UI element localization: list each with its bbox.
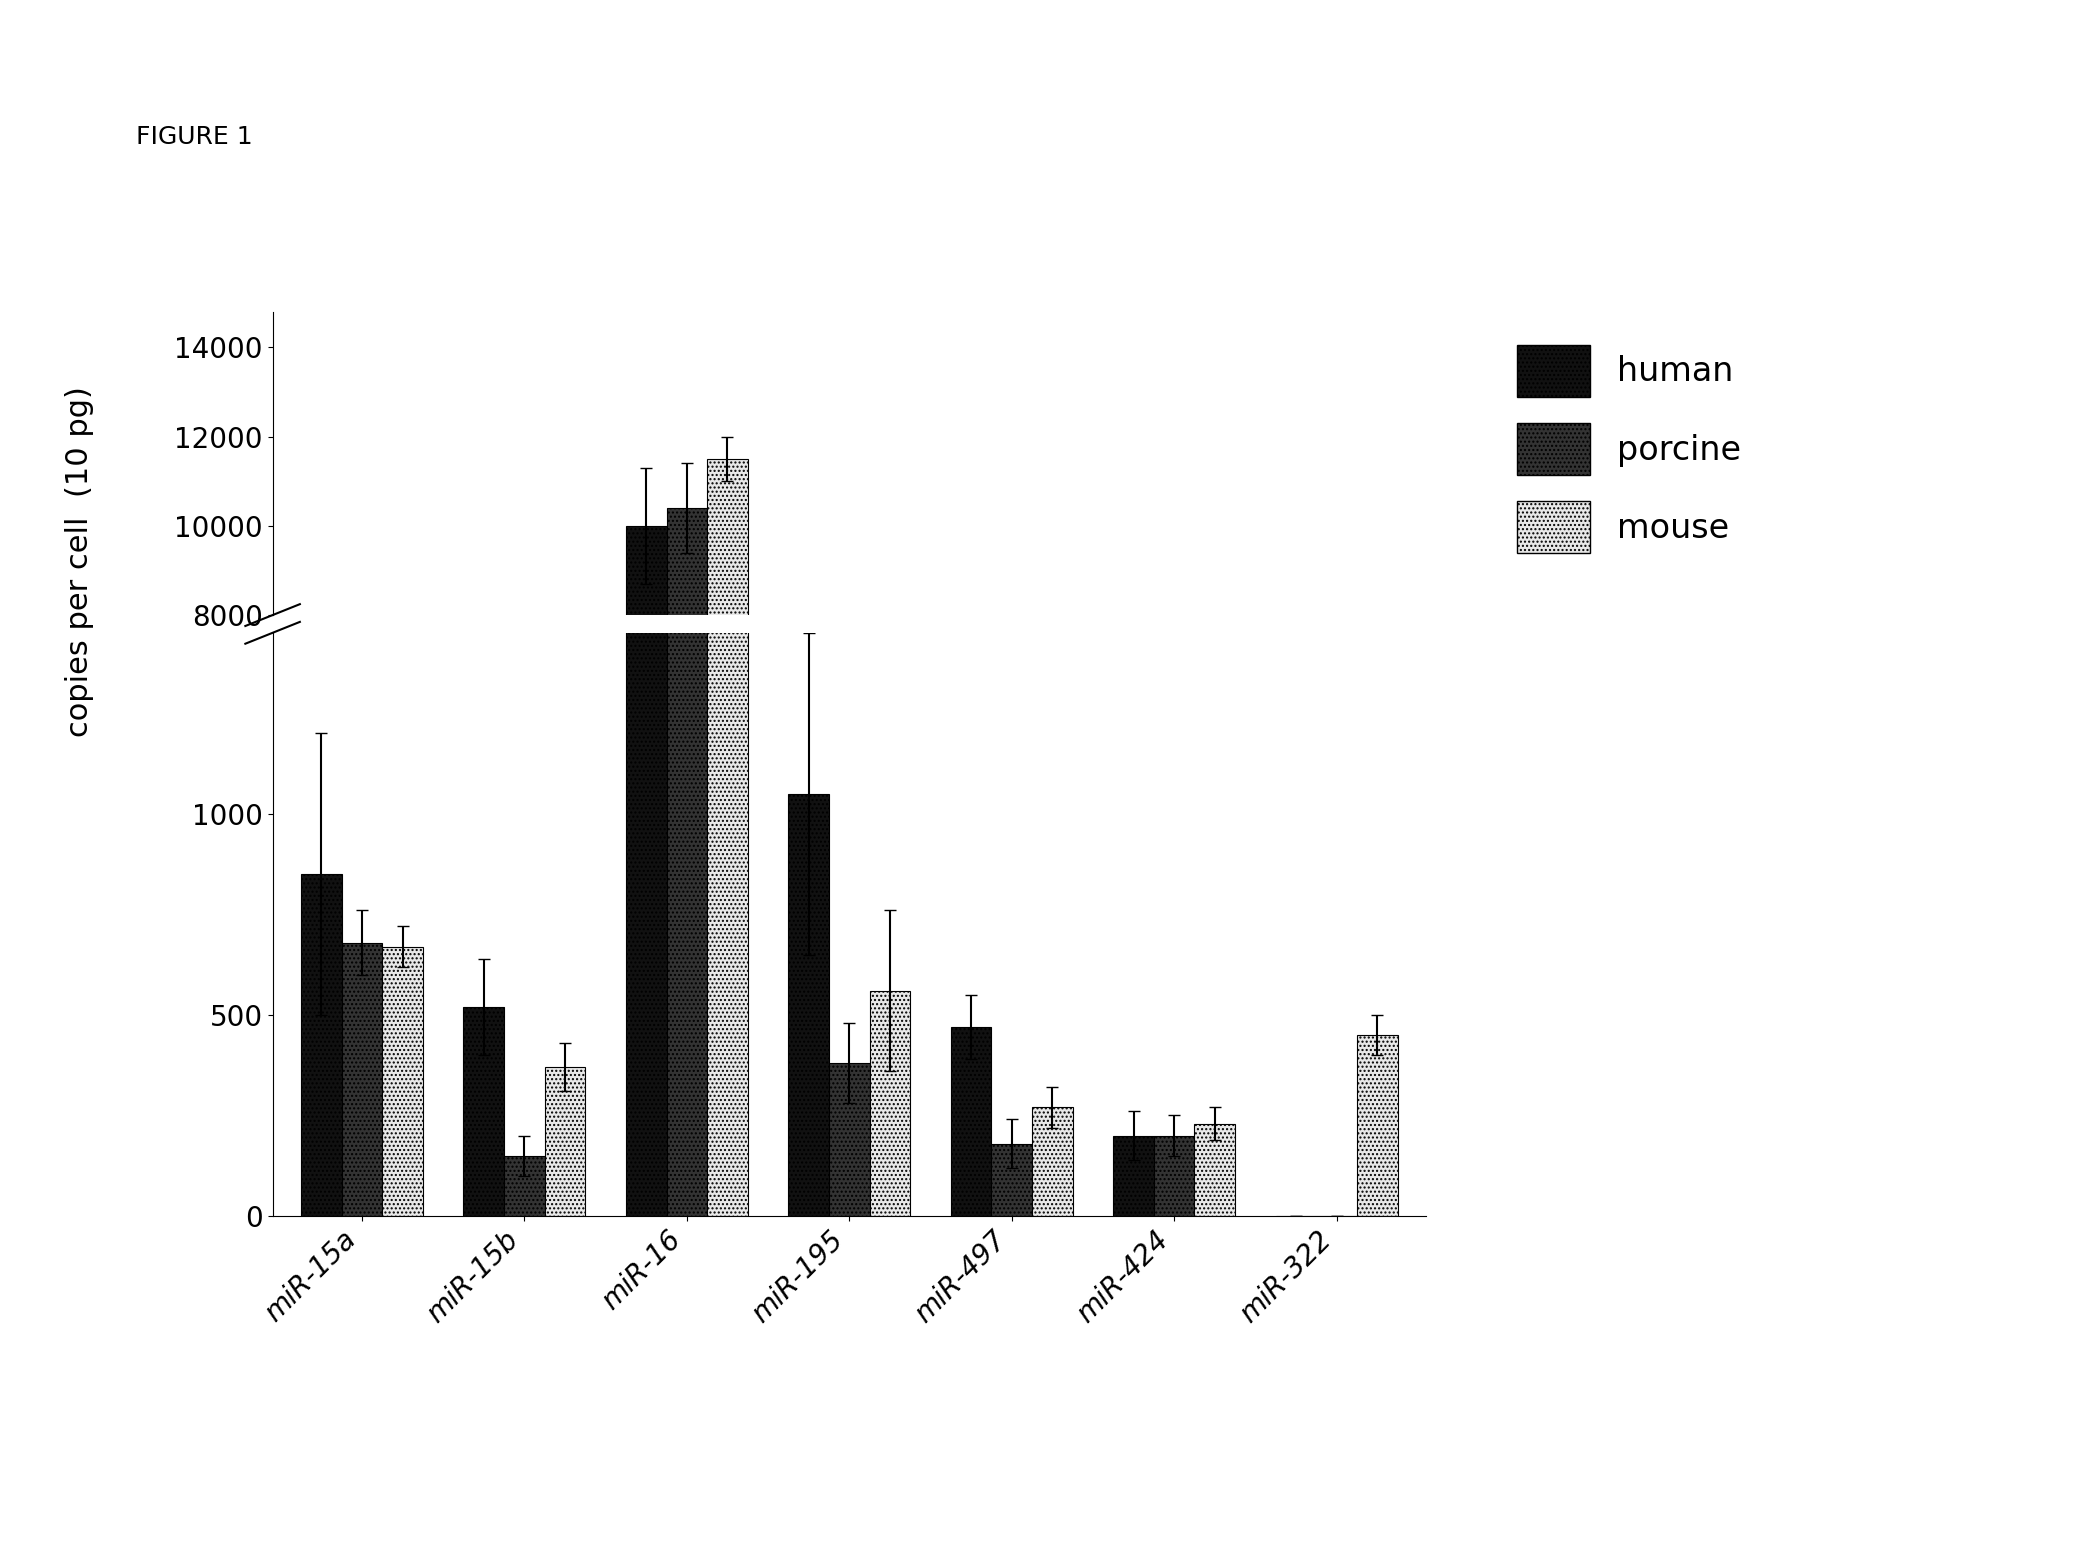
Bar <box>667 508 707 971</box>
Bar <box>342 942 382 971</box>
Bar <box>950 951 992 971</box>
Text: copies per cell  (10 pg): copies per cell (10 pg) <box>65 387 94 737</box>
Bar <box>342 943 382 1216</box>
Bar <box>788 794 828 1216</box>
Bar <box>382 946 424 1216</box>
Bar <box>707 0 749 1216</box>
Bar <box>302 875 342 1216</box>
Bar <box>707 458 749 971</box>
Bar <box>1357 1035 1397 1216</box>
Bar <box>1114 963 1153 971</box>
Bar <box>1195 962 1235 971</box>
Bar <box>463 1007 503 1216</box>
Bar <box>950 1027 992 1216</box>
Bar <box>870 946 910 971</box>
Bar <box>302 934 342 971</box>
Text: FIGURE 1: FIGURE 1 <box>136 125 254 148</box>
Bar <box>1195 1124 1235 1216</box>
Bar <box>1153 963 1195 971</box>
Bar <box>1153 1135 1195 1216</box>
Bar <box>788 924 828 971</box>
Bar <box>1357 953 1397 971</box>
Bar <box>382 942 424 971</box>
Bar <box>545 956 585 971</box>
Bar <box>828 1063 870 1216</box>
Bar <box>1114 1135 1153 1216</box>
Bar <box>503 1155 545 1216</box>
Bar <box>545 1068 585 1216</box>
Bar <box>992 963 1032 971</box>
Bar <box>667 0 707 1216</box>
Bar <box>625 0 667 1216</box>
Bar <box>870 992 910 1216</box>
Legend: human, porcine, mouse: human, porcine, mouse <box>1499 329 1757 569</box>
Bar <box>463 949 503 971</box>
Bar <box>1032 1107 1074 1216</box>
Bar <box>1032 960 1074 971</box>
Bar <box>625 525 667 971</box>
Bar <box>992 1144 1032 1216</box>
Bar <box>503 965 545 971</box>
Bar <box>828 956 870 971</box>
